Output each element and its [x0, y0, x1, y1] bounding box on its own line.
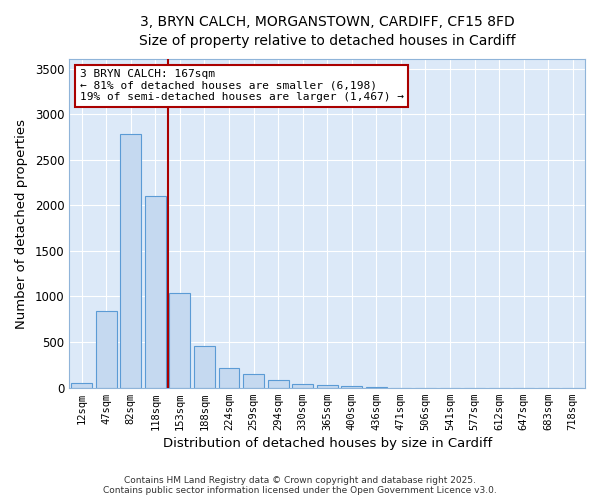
Text: Contains HM Land Registry data © Crown copyright and database right 2025.
Contai: Contains HM Land Registry data © Crown c… [103, 476, 497, 495]
Bar [194, 346, 215, 388]
Bar [121, 134, 141, 388]
Bar [243, 374, 264, 388]
Bar [96, 311, 116, 388]
Title: 3, BRYN CALCH, MORGANSTOWN, CARDIFF, CF15 8FD
Size of property relative to detac: 3, BRYN CALCH, MORGANSTOWN, CARDIFF, CF1… [139, 15, 515, 48]
Bar [292, 384, 313, 388]
Bar [341, 386, 362, 388]
Bar [169, 293, 190, 388]
Bar [317, 386, 338, 388]
Bar [145, 196, 166, 388]
Text: 3 BRYN CALCH: 167sqm
← 81% of detached houses are smaller (6,198)
19% of semi-de: 3 BRYN CALCH: 167sqm ← 81% of detached h… [80, 69, 404, 102]
Bar [218, 368, 239, 388]
Y-axis label: Number of detached properties: Number of detached properties [15, 118, 28, 328]
Bar [268, 380, 289, 388]
X-axis label: Distribution of detached houses by size in Cardiff: Distribution of detached houses by size … [163, 437, 492, 450]
Bar [71, 382, 92, 388]
